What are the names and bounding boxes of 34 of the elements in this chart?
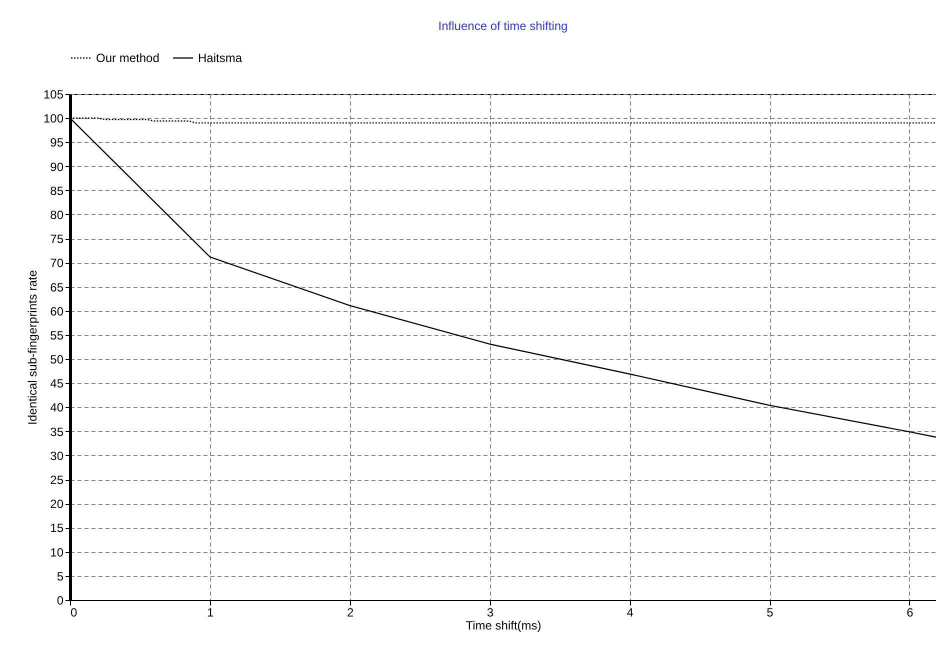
y-tick-label: 85 [50, 184, 64, 198]
x-tick-label: 2 [346, 606, 354, 620]
y-tick-label: 95 [50, 136, 64, 150]
x-tick-label: 4 [626, 606, 634, 620]
y-tick-label: 10 [50, 545, 64, 560]
legend-label: Our method [96, 51, 160, 65]
y-tick-label: 20 [50, 497, 64, 512]
y-tick-label: 0 [56, 594, 64, 608]
x-axis-title: Time shift(ms) [466, 618, 542, 632]
y-tick-label: 100 [43, 112, 64, 126]
y-tick-label: 30 [50, 448, 64, 463]
y-tick-label: 5 [56, 569, 64, 584]
y-tick-label: 80 [50, 208, 64, 222]
legend-label: Haitsma [198, 51, 242, 65]
x-tick-label: 6 [906, 606, 914, 620]
y-tick-label: 40 [50, 400, 64, 415]
y-tick-label: 35 [50, 424, 64, 439]
y-tick-label: 70 [50, 256, 64, 270]
y-axis-title: Identical sub-fingerprints rate [25, 270, 40, 425]
chart-title: Influence of time shifting [438, 19, 568, 33]
y-tick-label: 15 [50, 521, 64, 536]
x-tick-label: 0 [70, 606, 78, 620]
x-tick-label: 3 [486, 606, 494, 620]
y-tick-label: 25 [50, 473, 64, 488]
x-tick-label: 5 [766, 606, 774, 620]
y-tick-label: 55 [50, 328, 64, 342]
y-tick-label: 75 [50, 232, 64, 246]
x-tick-label: 1 [207, 606, 214, 620]
y-tick-label: 50 [50, 352, 64, 367]
y-tick-label: 65 [50, 280, 64, 294]
y-tick-label: 90 [50, 160, 64, 174]
y-tick-label: 105 [43, 88, 64, 102]
y-tick-label: 45 [50, 376, 64, 391]
y-tick-label: 60 [50, 304, 64, 318]
